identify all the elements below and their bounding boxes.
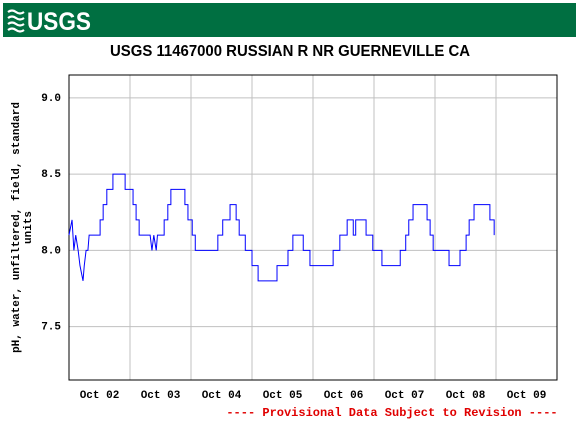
y-tick-label: 8.0: [41, 245, 61, 257]
header-band: [3, 3, 576, 37]
chart-title: USGS 11467000 RUSSIAN R NR GUERNEVILLE C…: [110, 43, 470, 60]
logo-waves: [7, 9, 25, 33]
y-tick-label: 7.5: [41, 322, 61, 334]
x-tick-label: Oct 04: [202, 390, 242, 402]
plot-frame: [68, 74, 558, 381]
x-tick-label: Oct 09: [507, 390, 547, 402]
x-tick-label: Oct 05: [263, 390, 303, 402]
y-tick-label: 8.5: [41, 169, 61, 181]
x-tick-label: Oct 08: [446, 390, 486, 402]
y-axis-label-line: pH, water, unfiltered, field, standard: [11, 102, 23, 353]
data-line: [68, 173, 495, 282]
y-tick-label: 9.0: [41, 93, 61, 105]
footer-note: ---- Provisional Data Subject to Revisio…: [226, 406, 557, 420]
logo-text: USGS: [27, 8, 91, 36]
x-tick-label: Oct 06: [324, 390, 364, 402]
x-tick-label: Oct 02: [80, 390, 120, 402]
x-tick-label: Oct 07: [385, 390, 425, 402]
y-axis-label: pH, water, unfiltered, field, standardun…: [11, 102, 35, 353]
y-axis-label-line: units: [23, 211, 35, 244]
x-tick-label: Oct 03: [141, 390, 181, 402]
